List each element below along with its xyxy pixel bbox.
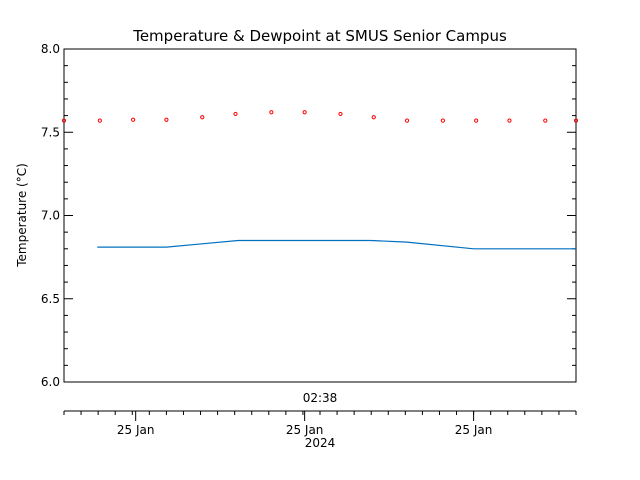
temperature-point [474,118,479,123]
temperature-point [507,118,512,123]
temperature-point [543,118,548,123]
y-axis: 6.0 6.5 7.0 7.5 8.0 [41,42,576,389]
y-tick-label: 7.5 [41,125,60,139]
x-tick-label: 25 Jan [117,423,155,437]
temperature-point [61,118,67,123]
temperature-point [200,115,205,120]
temperature-point [233,111,238,117]
y-tick-label: 6.5 [41,292,60,306]
y-tick-label: 8.0 [41,42,60,56]
chart-title: Temperature & Dewpoint at SMUS Senior Ca… [132,27,507,45]
temperature-point [131,117,136,122]
temperature-point [97,118,102,123]
temperature-point [269,110,274,115]
temperature-point [371,115,376,120]
x-tick-label: 25 Jan [455,423,493,437]
series-layer [61,110,579,250]
y-tick-label: 6.0 [41,375,60,389]
dewpoint-line [97,239,576,250]
temperature-point [573,118,579,123]
x-center-time-label: 02:38 [303,391,338,405]
y-tick-label: 7.0 [41,209,60,223]
temperature-point [302,110,307,115]
y-axis-label: Temperature (°C) [15,163,29,268]
temperature-point [404,118,410,123]
temperature-point [338,111,343,117]
temperature-point [440,118,445,123]
plot-frame [63,48,577,383]
x-year-label: 2024 [305,436,336,450]
temperature-point [164,117,169,122]
x-tick-label: 25 Jan [286,423,324,437]
x-axis: 25 Jan 25 Jan 25 Jan [63,411,577,437]
